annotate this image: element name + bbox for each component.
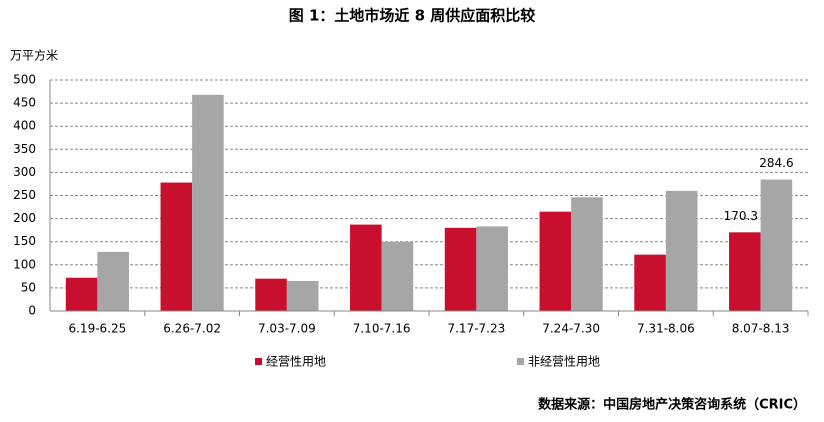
y-tick-label: 250	[13, 188, 36, 202]
bar	[97, 251, 129, 311]
y-tick-label: 450	[13, 96, 36, 110]
x-tick-label: 6.19-6.25	[68, 322, 126, 336]
x-tick-label: 7.03-7.09	[258, 322, 316, 336]
y-tick-label: 350	[13, 142, 36, 156]
legend-label: 经营性用地	[266, 355, 326, 369]
y-tick-label: 150	[13, 234, 36, 248]
x-tick-label: 7.31-8.06	[637, 322, 695, 336]
x-tick-label: 7.17-7.23	[447, 322, 505, 336]
y-tick-label: 400	[13, 119, 36, 133]
bar	[444, 227, 477, 311]
source-note: 数据来源：中国房地产决策咨询系统（CRIC）	[538, 397, 806, 413]
chart-title: 图 1：土地市场近 8 周供应面积比较	[289, 7, 536, 25]
y-tick-label: 500	[13, 73, 36, 87]
bar	[539, 211, 572, 311]
bar	[192, 94, 224, 311]
bar	[571, 197, 603, 311]
bar	[634, 254, 666, 311]
legend-swatch	[255, 358, 262, 365]
bar	[760, 179, 793, 311]
bar	[286, 280, 319, 311]
bar	[65, 277, 98, 311]
data-label: 284.6	[759, 156, 793, 170]
bar	[160, 182, 193, 311]
x-tick-label: 6.26-7.02	[163, 322, 221, 336]
bar	[665, 190, 698, 311]
legend-swatch	[517, 358, 524, 365]
x-tick-label: 7.10-7.16	[353, 322, 411, 336]
bar	[729, 232, 761, 311]
x-tick-label: 7.24-7.30	[542, 322, 600, 336]
y-tick-label: 200	[13, 211, 36, 225]
y-tick-label: 50	[21, 280, 36, 294]
x-tick-label: 8.07-8.13	[732, 322, 790, 336]
data-label: 170.3	[724, 209, 758, 223]
y-tick-label: 100	[13, 257, 36, 271]
bar	[476, 226, 508, 311]
legend-label: 非经营性用地	[528, 355, 600, 369]
bar	[255, 278, 287, 311]
y-tick-label: 300	[13, 165, 36, 179]
y-axis-label: 万平方米	[10, 48, 58, 63]
y-tick-label: 0	[28, 304, 36, 318]
bar	[381, 241, 414, 311]
bar	[350, 224, 382, 311]
